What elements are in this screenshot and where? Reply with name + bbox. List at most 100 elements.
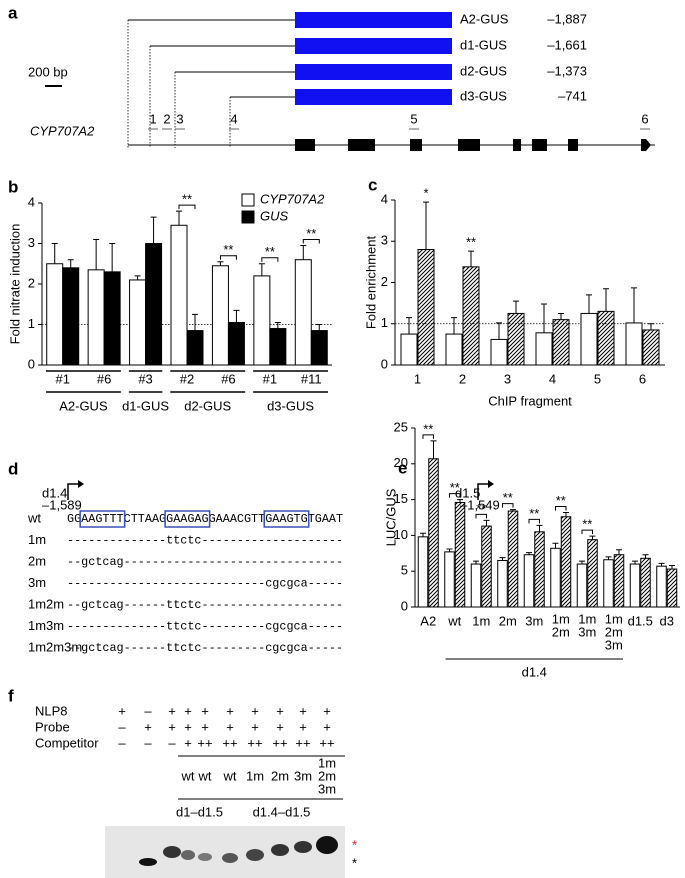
x-tick-label: #2 — [180, 371, 194, 386]
row-name: NLP8 — [35, 703, 68, 718]
gel-band — [181, 850, 195, 860]
error-bar — [150, 216, 157, 244]
error-bar — [423, 201, 429, 250]
bar — [613, 554, 625, 608]
significance-label: ** — [466, 235, 476, 250]
error-bar — [468, 250, 474, 267]
y-tick-label: 20 — [394, 455, 408, 470]
x-tick-label: 3m — [605, 637, 623, 652]
significance-bracket — [219, 255, 237, 260]
lane-sign: + — [226, 719, 234, 734]
y-tick-label: 25 — [394, 419, 408, 434]
sequence: ----------------------------cgcgca----- — [67, 577, 343, 591]
bar — [597, 310, 615, 366]
row-name: 1m2m — [28, 596, 64, 611]
bar — [656, 565, 667, 608]
gel-band — [246, 849, 264, 861]
error-bar — [526, 552, 532, 555]
gel — [105, 826, 345, 878]
motif-box — [164, 510, 211, 528]
gel-band — [163, 846, 181, 858]
bar — [462, 266, 480, 366]
error-bar — [552, 542, 559, 549]
y-tick-label: 10 — [394, 527, 408, 542]
group-label: d1–d1.5 — [176, 804, 223, 819]
bar — [129, 279, 147, 366]
significance-label: ** — [306, 226, 316, 241]
group-label: A2-GUS — [59, 398, 108, 413]
error-bar — [451, 317, 457, 335]
construct-position: –741 — [558, 88, 587, 103]
significance-bracket — [502, 503, 514, 508]
x-tick-label: #1 — [55, 371, 69, 386]
bar — [603, 559, 614, 608]
error-bar — [51, 243, 58, 264]
bar — [507, 510, 519, 608]
row-name: 2m — [28, 553, 46, 568]
lane-sign: ++ — [247, 735, 262, 750]
y-tick-label: 1 — [28, 316, 35, 331]
error-bar — [420, 532, 426, 537]
y-tick-label: 4 — [381, 191, 388, 206]
error-bar — [457, 499, 463, 503]
competitor-label: 1m — [246, 768, 264, 783]
bar — [186, 330, 204, 366]
error-bar — [632, 560, 638, 565]
error-bar — [499, 557, 506, 561]
error-bar — [642, 554, 649, 559]
bar — [103, 271, 121, 366]
bar — [227, 321, 245, 366]
gene-name: CYP707A2 — [30, 123, 95, 138]
gel-band — [139, 858, 157, 866]
significance-label: ** — [582, 517, 592, 532]
lane-sign: + — [276, 703, 284, 718]
lane-sign: – — [144, 735, 152, 750]
error-bar — [473, 560, 479, 565]
gel-band — [316, 836, 338, 854]
competitor-label: wt — [198, 768, 212, 783]
lane-sign: – — [144, 703, 152, 718]
lane-sign: + — [201, 703, 209, 718]
significance-label: ** — [529, 506, 539, 521]
error-bar — [274, 321, 281, 329]
significance-bracket — [449, 493, 461, 498]
bar — [417, 249, 435, 366]
competitor-label: 3m — [294, 768, 312, 783]
error-bar — [669, 564, 675, 570]
significance-label: ** — [556, 493, 566, 508]
exon — [348, 139, 375, 151]
bar — [580, 312, 598, 366]
exon — [513, 139, 521, 151]
bar — [428, 458, 439, 608]
bar — [642, 329, 660, 366]
lane-sign: + — [323, 719, 331, 734]
fragment-label: 3 — [176, 111, 183, 126]
x-tick-label: #6 — [221, 371, 235, 386]
x-tick-label: 2m — [499, 613, 517, 628]
bar — [560, 516, 572, 608]
lane-sign: + — [184, 735, 192, 750]
lane-sign: – — [118, 719, 126, 734]
significance-label: ** — [182, 192, 192, 207]
y-tick-label: 3 — [28, 235, 35, 250]
x-tick-label: 1m — [552, 611, 570, 626]
y-axis-label: LUC/GUS — [383, 488, 398, 546]
bar — [534, 531, 545, 608]
error-bar — [648, 323, 654, 330]
error-bar — [316, 324, 323, 331]
row-name: 1m — [28, 532, 46, 547]
construct-position: –1,887 — [547, 11, 587, 26]
lane-sign: + — [201, 719, 209, 734]
bar — [62, 267, 80, 366]
error-bar — [192, 313, 198, 331]
tss-arrow — [477, 483, 488, 500]
bar — [523, 554, 535, 608]
significance-label: ** — [423, 421, 433, 436]
bar — [625, 322, 643, 366]
row-name: 1m2m3m — [28, 639, 82, 654]
construct-name: A2-GUS — [460, 11, 509, 26]
x-tick-label: 2 — [459, 371, 466, 386]
row-name: 3m — [28, 575, 46, 590]
y-tick-label: 1 — [381, 315, 388, 330]
